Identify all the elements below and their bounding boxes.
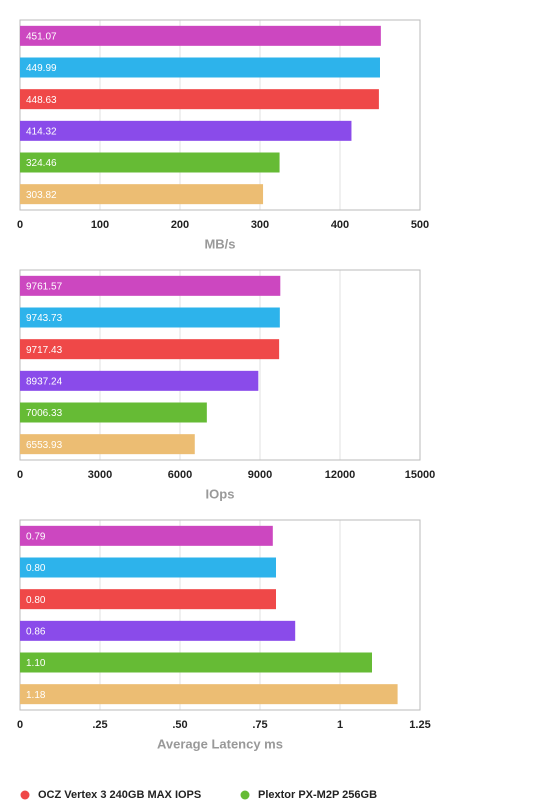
x-tick-label: 3000 [88, 469, 112, 481]
bar [20, 275, 281, 296]
bar [20, 370, 259, 391]
bar [20, 57, 380, 78]
value-label: 1.10 [26, 658, 46, 669]
x-tick-label: 1 [337, 719, 343, 731]
legend-label: Plextor PX-M2P 256GB [258, 789, 377, 800]
value-label: 1.18 [26, 690, 46, 701]
x-tick-label: 100 [91, 219, 109, 231]
x-tick-label: 0 [17, 219, 23, 231]
x-tick-label: 500 [411, 219, 429, 231]
x-tick-label: .25 [92, 719, 107, 731]
value-label: 324.46 [26, 158, 57, 169]
value-label: 451.07 [26, 31, 57, 42]
bar [20, 525, 273, 546]
x-tick-label: 0 [17, 719, 23, 731]
bar [20, 402, 207, 423]
value-label: 0.80 [26, 563, 46, 574]
bar [20, 184, 264, 205]
bar [20, 339, 280, 360]
value-label: 449.99 [26, 63, 57, 74]
bar [20, 684, 398, 705]
bar [20, 589, 276, 610]
legend-swatch [20, 790, 30, 800]
x-tick-label: 1.25 [409, 719, 430, 731]
bar [20, 652, 372, 673]
axis-title: Average Latency ms [157, 736, 283, 751]
value-label: 448.63 [26, 95, 57, 106]
x-tick-label: 15000 [405, 469, 436, 481]
plot-frame [19, 19, 421, 211]
value-label: 8937.24 [26, 376, 63, 387]
bar [20, 120, 352, 141]
value-label: 0.79 [26, 531, 46, 542]
value-label: 9717.43 [26, 345, 63, 356]
bar [20, 307, 280, 328]
bar [20, 620, 296, 641]
x-tick-label: .50 [172, 719, 187, 731]
bar [20, 557, 276, 578]
value-label: 9743.73 [26, 313, 63, 324]
legend-swatch [240, 790, 250, 800]
axis-title: IOps [206, 486, 235, 501]
plot-frame [19, 269, 421, 461]
axis-title: MB/s [204, 236, 235, 251]
x-tick-label: 9000 [248, 469, 272, 481]
x-tick-label: 0 [17, 469, 23, 481]
bar [20, 434, 195, 455]
legend-label: OCZ Vertex 3 240GB MAX IOPS [38, 789, 201, 800]
bar [20, 89, 379, 110]
x-tick-label: 200 [171, 219, 189, 231]
x-tick-label: 300 [251, 219, 269, 231]
value-label: 9761.57 [26, 281, 63, 292]
x-tick-label: 12000 [325, 469, 356, 481]
x-tick-label: 400 [331, 219, 349, 231]
value-label: 414.32 [26, 126, 57, 137]
x-tick-label: .75 [252, 719, 267, 731]
value-label: 0.80 [26, 595, 46, 606]
value-label: 303.82 [26, 190, 57, 201]
bar [20, 25, 381, 46]
value-label: 0.86 [26, 626, 46, 637]
bar [20, 152, 280, 173]
value-label: 6553.93 [26, 440, 63, 451]
value-label: 7006.33 [26, 408, 63, 419]
plot-frame [19, 519, 421, 711]
x-tick-label: 6000 [168, 469, 192, 481]
